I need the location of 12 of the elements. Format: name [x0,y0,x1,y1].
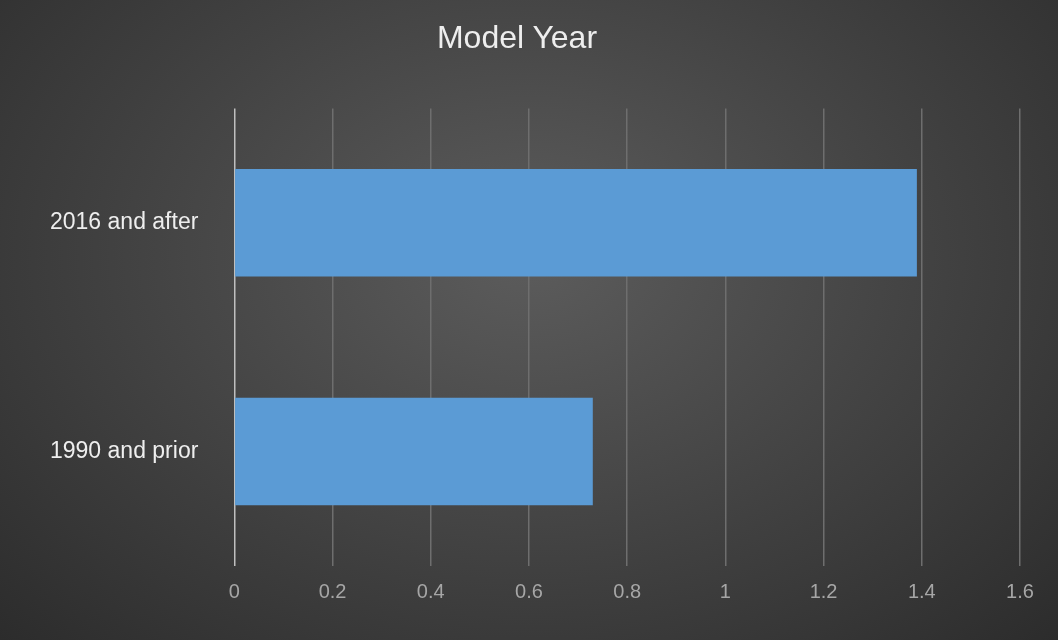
x-tick-label: 1 [719,579,731,602]
chart-title: Model Year [436,19,598,56]
x-tick-label: 0.6 [515,579,543,602]
x-tick-label: 0.2 [318,579,347,602]
y-tick-label: 1990 and prior [50,436,199,463]
x-tick-label: 0.4 [416,579,445,602]
y-tick-label: 2016 and after [50,208,199,235]
x-tick-label: 1.2 [809,579,838,602]
x-tick-label: 1.4 [907,579,936,602]
x-tick-label: 0 [228,579,240,602]
x-tick-label: 1.6 [1006,579,1034,602]
x-tick-label: 0.8 [613,579,642,602]
